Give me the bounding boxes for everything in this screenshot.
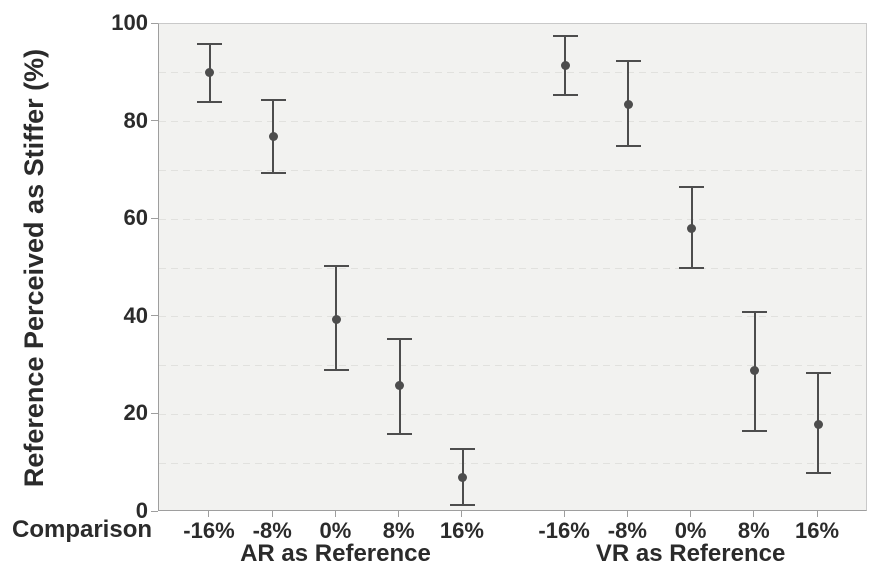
y-tick-label: 40	[123, 302, 148, 328]
x-tick-label: 0%	[674, 518, 707, 543]
gridline	[159, 365, 866, 367]
x-tick-label: -16%	[183, 518, 235, 543]
y-tick-label: 60	[123, 205, 148, 231]
gridline	[159, 267, 866, 269]
error-bar-cap-bottom	[679, 267, 705, 269]
plot-area	[158, 23, 867, 511]
x-tick-label: 8%	[737, 518, 770, 543]
x-tick-label: 16%	[795, 518, 840, 543]
y-tick-mark	[151, 120, 158, 122]
x-tick-mark	[626, 511, 628, 517]
mean-dot	[687, 224, 697, 234]
error-bar-cap-top	[552, 35, 578, 38]
mean-dot	[395, 380, 405, 390]
error-bar-cap-top	[615, 59, 641, 62]
mean-dot	[205, 68, 215, 78]
error-bar-cap-top	[387, 337, 413, 340]
y-tick-mark	[151, 315, 158, 317]
y-axis-title: Reference Perceived as Stiffer (%)	[19, 48, 49, 488]
y-tick-mark	[151, 22, 158, 24]
error-bar-cap-bottom	[742, 430, 768, 433]
y-tick-label: 0	[135, 498, 148, 523]
error-bar-cap-top	[742, 310, 768, 313]
mean-dot	[623, 100, 633, 110]
error-bar-cap-bottom	[805, 471, 831, 474]
mean-dot	[331, 314, 341, 324]
y-tick-mark	[151, 217, 158, 219]
mean-dot	[813, 419, 823, 429]
y-tick-label: 20	[123, 400, 148, 426]
error-bar-cap-top	[197, 42, 223, 45]
gridline	[159, 316, 866, 318]
gridline	[159, 169, 866, 171]
error-bar-cap-bottom	[197, 101, 223, 104]
mean-dot	[268, 131, 278, 141]
error-bar-cap-top	[805, 371, 831, 374]
group-label: VR as Reference	[595, 540, 786, 567]
x-tick-mark	[271, 511, 273, 517]
gridline	[159, 462, 866, 464]
error-bar-cap-top	[260, 98, 286, 101]
error-bar-cap-bottom	[260, 171, 286, 174]
x-tick-label: -8%	[252, 518, 292, 543]
error-bar-cap-top	[679, 186, 705, 189]
mean-dot	[750, 365, 760, 375]
x-tick-label: 16%	[439, 518, 484, 543]
gridline	[159, 413, 866, 415]
group-label: AR as Reference	[240, 540, 431, 567]
y-tick-label: 80	[123, 107, 148, 133]
x-tick-label: -16%	[538, 518, 590, 543]
error-bar-cap-bottom	[552, 93, 578, 96]
x-tick-mark	[461, 511, 463, 517]
gridline	[159, 72, 866, 74]
error-bar-cap-top	[323, 264, 349, 267]
error-bar-cap-bottom	[323, 369, 349, 372]
error-bar-cap-bottom	[450, 503, 476, 506]
y-tick-mark	[151, 412, 158, 414]
x-tick-label: 8%	[382, 518, 415, 543]
error-bar-cap-bottom	[615, 145, 641, 147]
error-bar-cap-bottom	[387, 432, 413, 435]
x-tick-mark	[816, 511, 818, 517]
x-axis-title: Comparison	[12, 516, 153, 543]
x-tick-mark	[208, 511, 210, 517]
x-tick-label: -8%	[607, 518, 647, 543]
x-tick-mark	[563, 511, 565, 517]
x-tick-mark	[753, 511, 755, 517]
gridline	[159, 218, 866, 220]
x-tick-mark	[334, 511, 336, 517]
x-tick-mark	[690, 511, 692, 517]
error-bar-cap-top	[450, 447, 476, 450]
gridline	[159, 121, 866, 123]
y-tick-mark	[151, 510, 158, 512]
x-tick-mark	[398, 511, 400, 517]
mean-dot	[560, 60, 570, 70]
mean-dot	[458, 473, 468, 483]
y-tick-label: 100	[111, 10, 148, 35]
x-tick-label: 0%	[319, 518, 352, 543]
